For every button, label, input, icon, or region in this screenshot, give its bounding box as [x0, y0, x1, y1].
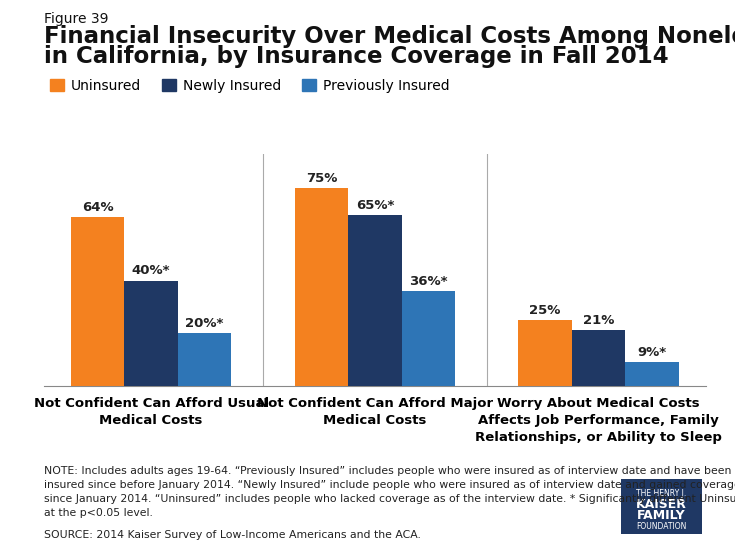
Text: 9%*: 9%* [637, 346, 667, 359]
Bar [124, 280, 178, 386]
Text: 65%*: 65%* [356, 198, 394, 212]
Legend: Uninsured, Newly Insured, Previously Insured: Uninsured, Newly Insured, Previously Ins… [44, 73, 455, 99]
Text: 20%*: 20%* [185, 317, 223, 330]
Text: 21%: 21% [583, 314, 614, 327]
Text: FAMILY: FAMILY [637, 509, 686, 522]
Bar [625, 362, 679, 386]
Bar [348, 215, 401, 386]
Text: 75%: 75% [306, 172, 337, 185]
Text: THE HENRY J.: THE HENRY J. [637, 489, 686, 498]
Text: SOURCE: 2014 Kaiser Survey of Low-Income Americans and the ACA.: SOURCE: 2014 Kaiser Survey of Low-Income… [44, 530, 421, 540]
Bar [178, 333, 232, 386]
Text: NOTE: Includes adults ages 19-64. “Previously Insured” includes people who were : NOTE: Includes adults ages 19-64. “Previ… [44, 466, 735, 517]
Text: 40%*: 40%* [132, 264, 171, 277]
Text: 36%*: 36%* [409, 275, 448, 288]
Text: 64%: 64% [82, 201, 113, 214]
Text: KAISER: KAISER [636, 498, 687, 511]
Text: Financial Insecurity Over Medical Costs Among Nonelderly Adults: Financial Insecurity Over Medical Costs … [44, 25, 735, 48]
Bar [572, 331, 625, 386]
Bar [295, 188, 348, 386]
Text: 25%: 25% [529, 304, 561, 317]
Bar [401, 291, 455, 386]
Bar [518, 320, 572, 386]
Text: FOUNDATION: FOUNDATION [637, 522, 686, 531]
Text: Figure 39: Figure 39 [44, 12, 109, 26]
Bar [71, 218, 124, 386]
Text: in California, by Insurance Coverage in Fall 2014: in California, by Insurance Coverage in … [44, 45, 669, 68]
